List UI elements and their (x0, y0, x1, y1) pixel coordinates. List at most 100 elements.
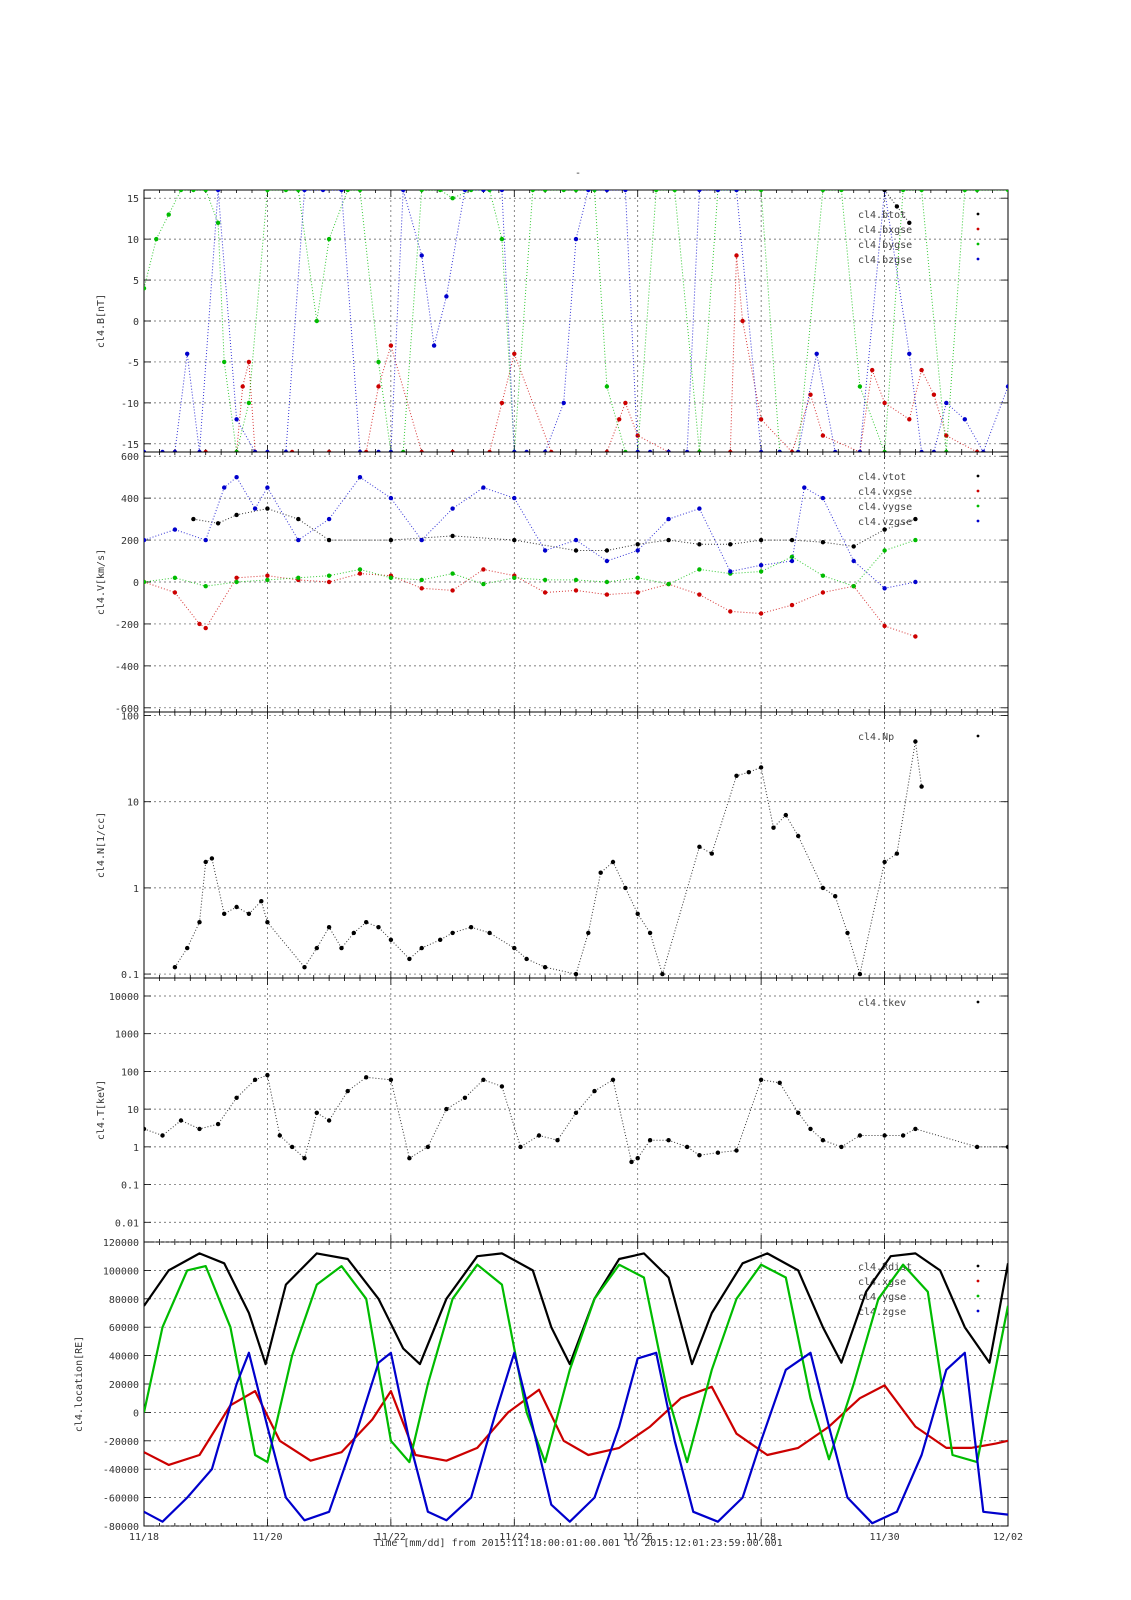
data-point-cl4.bygse (438, 190, 443, 193)
data-point-cl4.bygse (672, 190, 677, 193)
data-point-cl4.vzgse (481, 485, 486, 490)
x-tick-label: 11/22 (376, 1532, 406, 1543)
data-point-cl4.vzgse (144, 537, 147, 543)
data-point-cl4.bzgse (512, 449, 517, 452)
panel-2: 600 400 200 0 -200 -400 -600 cl4.V[km/s] cl4.vto… (96, 451, 1009, 715)
data-point-cl4.bzgse (907, 351, 912, 356)
data-point-cl4.bygse (222, 359, 227, 365)
legend-marker (976, 227, 980, 231)
data-point-cl4.tkev (758, 1077, 764, 1083)
data-point-cl4.bygse (419, 190, 424, 193)
data-point-cl4.bygse (604, 384, 610, 389)
data-point-cl4.Np (623, 885, 628, 891)
data-point-cl4.tkev (144, 1126, 147, 1132)
data-point-cl4.bzgse (758, 449, 764, 452)
legend-marker (976, 242, 980, 246)
y-tick-label: -15 (121, 440, 139, 451)
y-tick-label: -80000 (103, 1522, 139, 1533)
data-point-cl4.bzgse (172, 449, 178, 452)
data-point-cl4.bzgse (388, 449, 394, 452)
data-point-cl4.vzgse (172, 527, 178, 532)
data-point-cl4.vxgse (419, 586, 424, 591)
data-point-cl4.vzgse (252, 506, 258, 511)
data-point-cl4.vzgse (758, 563, 764, 568)
data-layer (172, 739, 924, 977)
data-point-cl4.bzgse (697, 190, 702, 193)
series-trace-cl4.bzgse (144, 190, 1008, 452)
data-point-cl4.Np (524, 956, 529, 962)
data-point-cl4.bzgse (524, 449, 529, 452)
data-point-cl4.Np (894, 851, 900, 856)
data-point-cl4.bxgse (919, 367, 924, 373)
data-point-cl4.vtot (296, 516, 301, 522)
data-point-cl4.vygse (234, 579, 239, 585)
data-point-cl4.vygse (265, 577, 270, 583)
data-point-cl4.vtot (512, 537, 517, 543)
data-point-cl4.vzgse (326, 516, 332, 522)
data-point-cl4.tkev (234, 1095, 239, 1101)
data-point-cl4.bygse (1005, 190, 1008, 193)
data-point-cl4.bygse (542, 190, 548, 193)
data-point-cl4.tkev (573, 1110, 579, 1116)
series-line-cl4.zgse (144, 1351, 1008, 1525)
data-point-cl4.vygse (758, 569, 764, 574)
data-point-cl4.Np (913, 739, 918, 744)
legend-marker (976, 1309, 980, 1313)
data-point-cl4.bzgse (962, 417, 967, 422)
legend-entry: cl4.Rdist (858, 1262, 912, 1273)
data-point-cl4.vxgse (758, 611, 764, 616)
y-tick-label: 60000 (109, 1323, 139, 1334)
data-point-cl4.vzgse (234, 475, 239, 480)
data-point-cl4.vygse (326, 573, 332, 578)
y-tick-label: 120000 (103, 1238, 139, 1249)
data-point-cl4.vygse (172, 575, 178, 580)
data-point-cl4.vtot (666, 537, 671, 543)
data-point-cl4.tkev (715, 1150, 721, 1155)
series-trace-cl4.vygse (144, 539, 916, 587)
data-point-cl4.Np (388, 937, 394, 942)
data-point-cl4.vxgse (542, 590, 548, 595)
data-point-cl4.vtot (604, 548, 610, 553)
y-tick-label: 1 (133, 1143, 139, 1154)
data-point-cl4.bxgse (364, 449, 369, 452)
data-point-cl4.Np (438, 937, 443, 942)
data-point-cl4.bxgse (388, 343, 394, 348)
data-point-cl4.tkev (839, 1144, 844, 1150)
series-trace-cl4.Np (174, 741, 923, 977)
data-point-cl4.bygse (178, 190, 184, 193)
data-point-cl4.bygse (573, 190, 579, 193)
data-point-cl4.vzgse (913, 579, 918, 585)
data-point-cl4.bygse (154, 236, 159, 242)
panel-frame (143, 711, 1009, 979)
data-point-cl4.vygse (419, 577, 424, 583)
y-tick-label: 100000 (103, 1266, 139, 1277)
data-point-cl4.vxgse (789, 602, 795, 608)
data-point-cl4.bygse (296, 190, 301, 193)
y-tick-label: 10 (127, 798, 139, 809)
data-point-cl4.tkev (265, 1072, 270, 1078)
y-tick-label: 0.1 (121, 970, 139, 981)
data-point-cl4.bygse (962, 190, 967, 193)
data-point-cl4.bzgse (635, 449, 640, 452)
data-point-cl4.bygse (487, 190, 492, 193)
data-point-cl4.vtot (326, 537, 332, 543)
legend-marker (976, 1000, 980, 1004)
data-point-cl4.vtot (913, 516, 918, 522)
y-tick-label: 10000 (109, 992, 139, 1003)
legend-marker (976, 212, 980, 216)
data-point-cl4.vygse (666, 581, 671, 587)
data-point-cl4.bzgse (302, 190, 307, 193)
x-tick-label: 11/18 (129, 1532, 159, 1543)
y-tick-label: -400 (115, 662, 139, 673)
legend-entry: cl4.tkev (858, 998, 906, 1009)
data-point-cl4.tkev (178, 1118, 184, 1123)
data-point-cl4.vxgse (203, 625, 208, 631)
x-tick-label: 11/20 (252, 1532, 282, 1543)
data-point-cl4.Np (468, 925, 474, 930)
legend-entry: cl4.xgse (858, 1277, 906, 1288)
data-point-cl4.bxgse (870, 367, 875, 373)
data-point-cl4.Np (487, 930, 492, 936)
data-point-cl4.bxgse (289, 449, 295, 452)
x-tick-label: 11/28 (746, 1532, 776, 1543)
legend-entry: cl4.btot (858, 210, 906, 221)
